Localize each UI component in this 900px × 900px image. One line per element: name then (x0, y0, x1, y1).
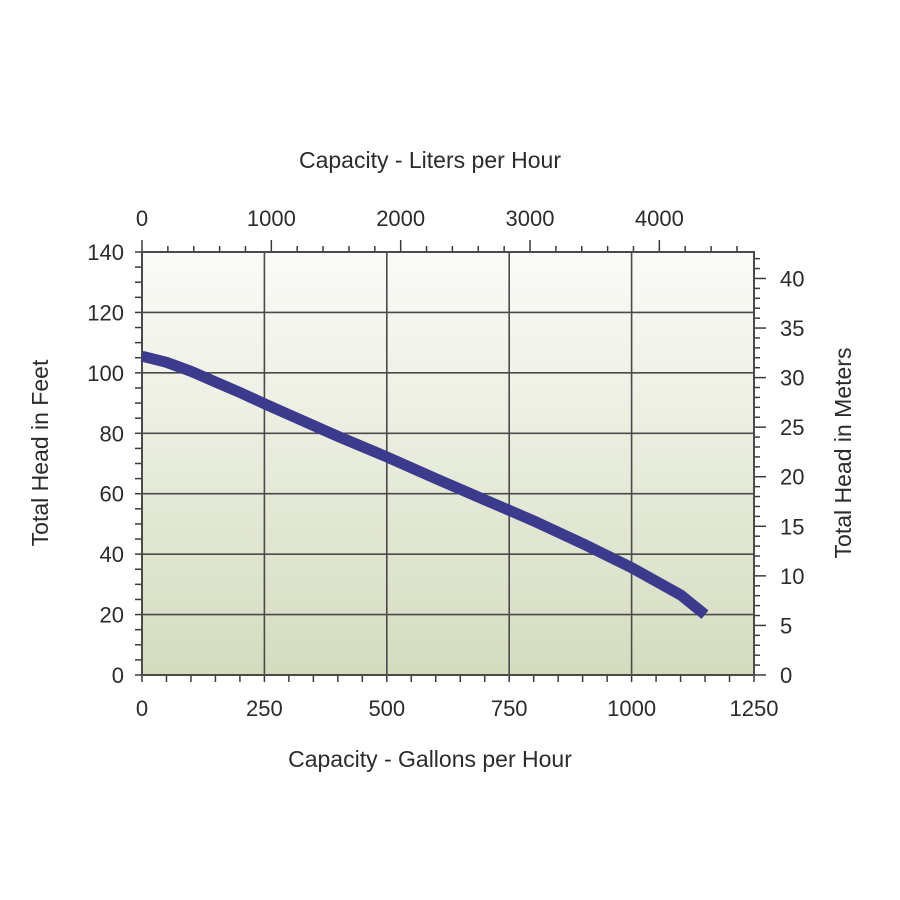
top-tick-label: 1000 (247, 206, 296, 231)
x-tick-label: 500 (368, 696, 405, 721)
right-tick-label: 20 (780, 465, 804, 490)
right-tick-label: 10 (780, 564, 804, 589)
right-tick-label: 0 (780, 663, 792, 688)
right-tick-label: 15 (780, 514, 804, 539)
y-axis-title: Total Head in Feet (27, 359, 53, 546)
x-tick-label: 750 (491, 696, 528, 721)
right-tick-label: 40 (780, 266, 804, 291)
y-tick-label: 20 (100, 603, 124, 628)
right-tick-label: 30 (780, 366, 804, 391)
series-line (140, 350, 709, 619)
right-tick-label: 35 (780, 316, 804, 341)
x-tick-label: 1250 (730, 696, 779, 721)
right-axis-title: Total Head in Meters (830, 348, 856, 559)
series-marks (140, 350, 709, 619)
top-tick-label: 3000 (506, 206, 555, 231)
y-tick-label: 140 (87, 240, 124, 265)
top-tick-label: 2000 (376, 206, 425, 231)
y-tick-label: 120 (87, 300, 124, 325)
right-tick-label: 5 (780, 613, 792, 638)
y-tick-label: 80 (100, 421, 124, 446)
top-axis-title: Capacity - Liters per Hour (299, 147, 561, 173)
y-tick-label: 100 (87, 361, 124, 386)
y-tick-label: 0 (112, 663, 124, 688)
y-tick-label: 60 (100, 482, 124, 507)
x-axis-title: Capacity - Gallons per Hour (288, 746, 572, 772)
x-tick-label: 0 (136, 696, 148, 721)
top-tick-label: 4000 (635, 206, 684, 231)
top-tick-label: 0 (136, 206, 148, 231)
y-tick-label: 40 (100, 542, 124, 567)
plot-frame (141, 251, 755, 676)
x-tick-label: 250 (246, 696, 283, 721)
plot-area (142, 252, 754, 675)
right-tick-label: 25 (780, 415, 804, 440)
x-tick-label: 1000 (607, 696, 656, 721)
